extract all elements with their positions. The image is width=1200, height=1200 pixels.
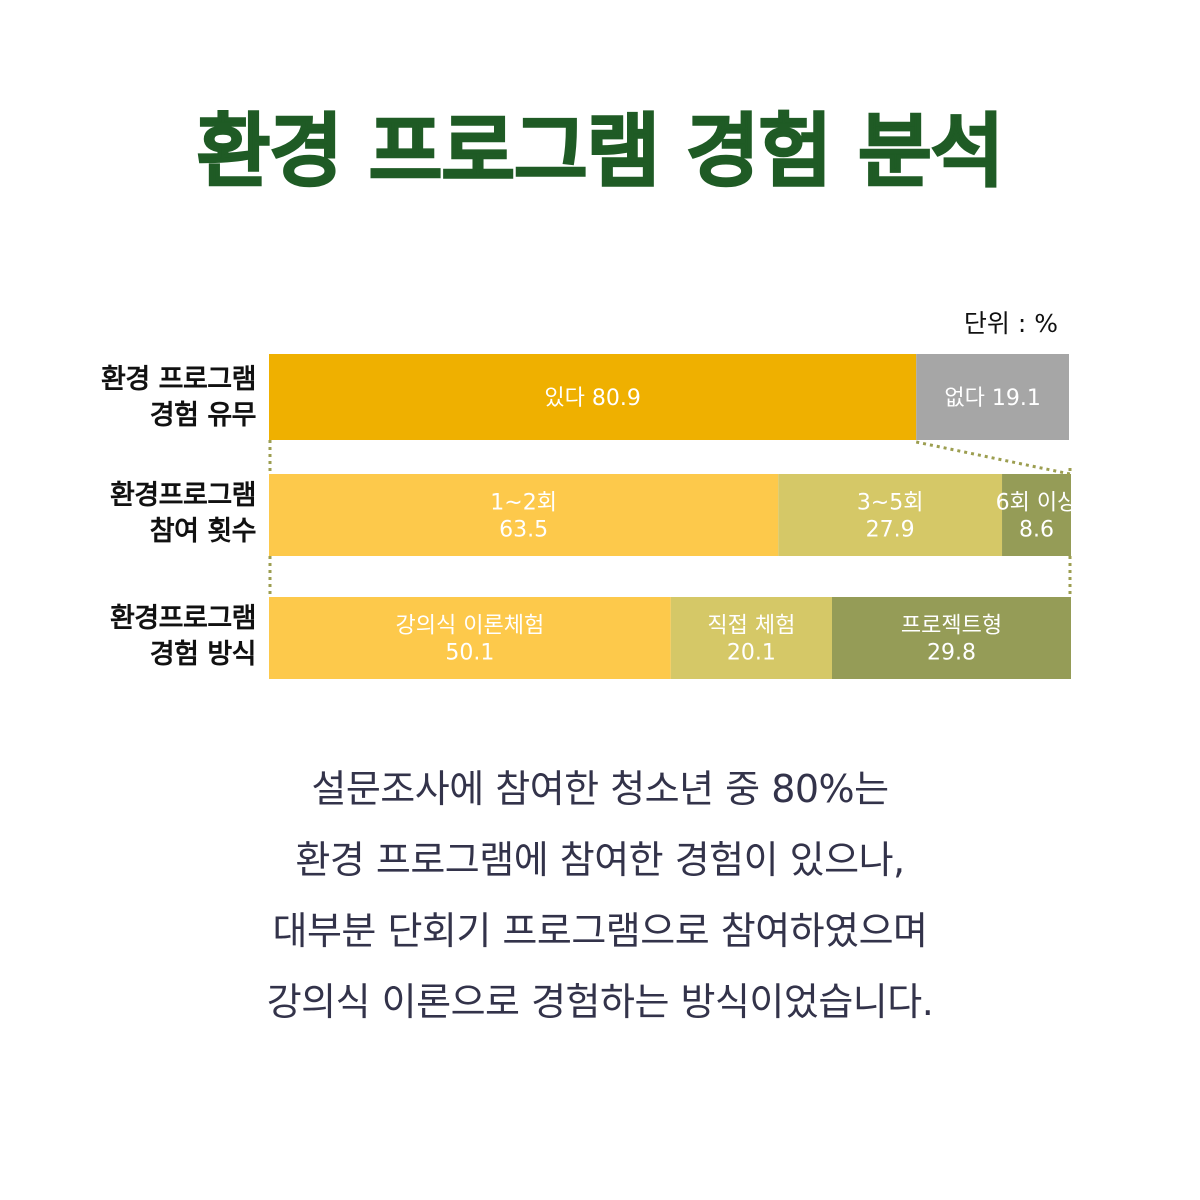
segment-label-2-2: 프로젝트형 [901, 614, 1002, 639]
bar-segment-2-1 [670, 597, 833, 679]
segment-label-2-0: 강의식 이론체험 [396, 614, 545, 639]
segment-label-1-0: 1~2회 [490, 491, 557, 516]
bar-segment-1-2 [1002, 474, 1071, 556]
bar-segment-1-1 [778, 474, 1003, 556]
summary-line: 강의식 이론으로 경험하는 방식이었습니다. [266, 980, 934, 1024]
segment-label-2-2: 29.8 [927, 641, 976, 666]
summary-text: 설문조사에 참여한 청소년 중 80%는 환경 프로그램에 참여한 경험이 있으… [0, 754, 1200, 1038]
row-label-method: 환경프로그램 경험 방식 [16, 601, 257, 673]
bar-segment-2-0 [269, 597, 671, 679]
segment-label-0-0: 있다 80.9 [544, 386, 640, 411]
row-label-line: 참여 횟수 [149, 515, 257, 547]
summary-line: 대부분 단회기 프로그램으로 참여하였으며 [272, 909, 928, 953]
summary-line: 설문조사에 참여한 청소년 중 80%는 [311, 767, 889, 811]
segment-label-1-2: 8.6 [1019, 518, 1054, 543]
connector-line-diagonal [915, 440, 1071, 476]
segment-label-2-0: 50.1 [445, 641, 494, 666]
segment-label-1-2: 6회 이상 [996, 491, 1078, 516]
row-label-frequency: 환경프로그램 참여 횟수 [16, 478, 257, 550]
bar-segment-0-1 [916, 354, 1069, 440]
row-label-line: 환경프로그램 [109, 603, 257, 634]
segment-label-0-1: 없다 19.1 [944, 386, 1040, 411]
row-label-line: 환경프로그램 [109, 480, 257, 511]
segment-label-2-1: 직접 체험 [707, 614, 795, 639]
bar-segment-1-0 [269, 474, 779, 556]
page-title: 환경 프로그램 경험 분석 [196, 105, 1006, 198]
row-label-line: 경험 유무 [149, 399, 257, 431]
bar-segment-0-0 [269, 354, 917, 440]
unit-label: 단위 : % [963, 309, 1058, 338]
segment-label-2-1: 20.1 [727, 641, 776, 666]
row-label-line: 환경 프로그램 [101, 364, 256, 395]
bar-segment-2-2 [832, 597, 1071, 679]
segment-label-1-1: 3~5회 [857, 491, 924, 516]
row-label-experience: 환경 프로그램 경험 유무 [16, 362, 256, 434]
row-label-line: 경험 방식 [149, 638, 257, 670]
summary-line: 환경 프로그램에 참여한 경험이 있으나, [295, 838, 905, 882]
segment-label-1-1: 27.9 [866, 518, 915, 543]
segment-label-1-0: 63.5 [499, 518, 548, 543]
